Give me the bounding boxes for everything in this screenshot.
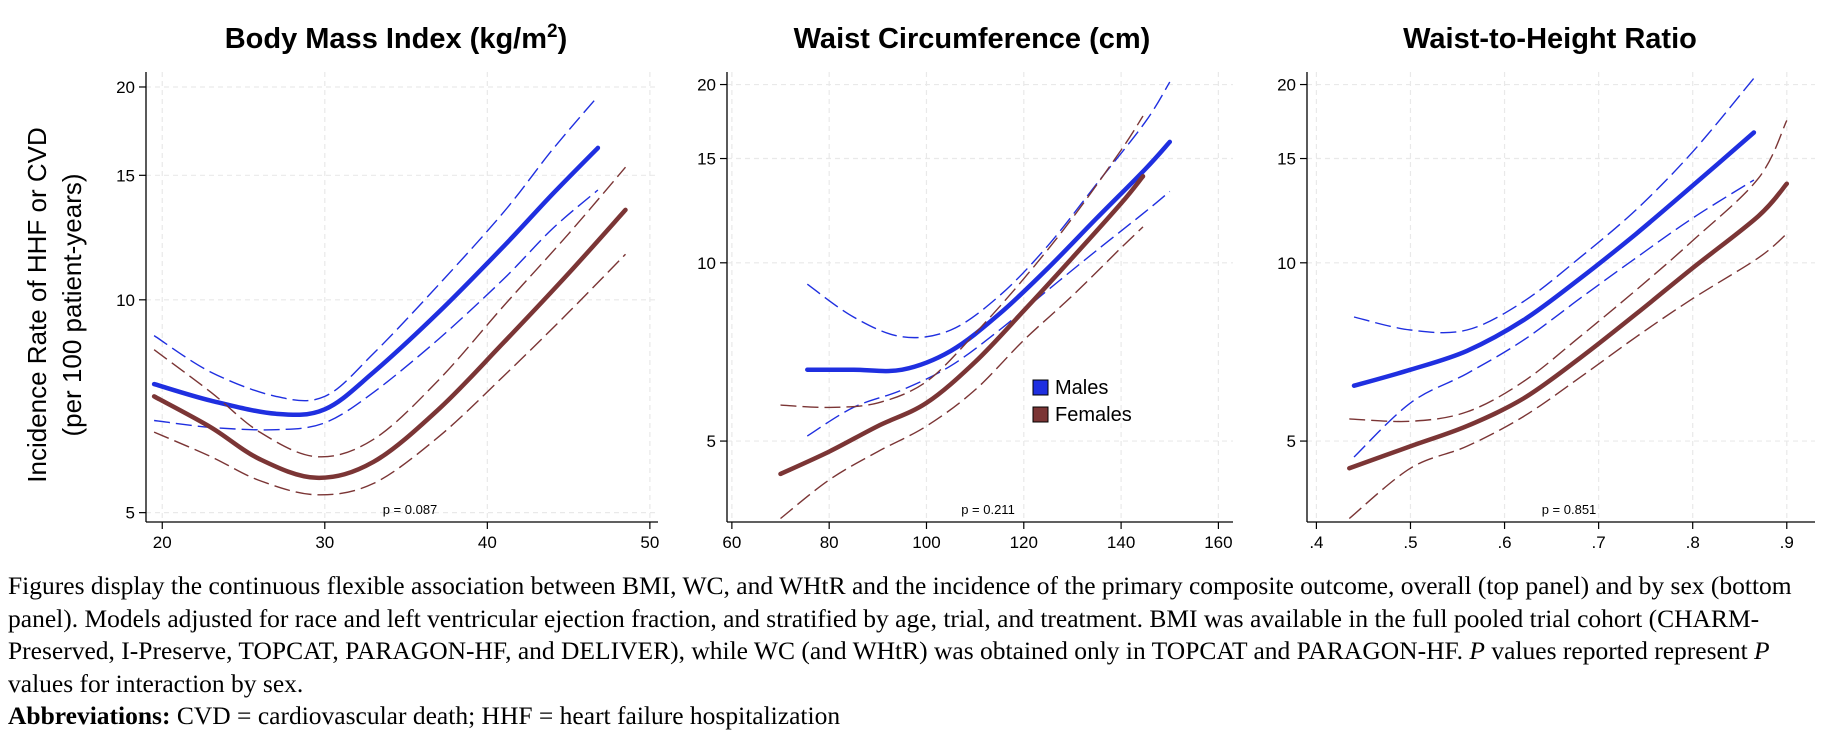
- males-lower-ci-line: [154, 189, 599, 431]
- females-lower-ci-line: [780, 226, 1144, 520]
- x-tick-label: 40: [478, 533, 497, 552]
- x-tick-label: 30: [315, 533, 334, 552]
- y-axis-label: Incidence Rate of HHF or CVD (per 100 pa…: [22, 127, 87, 482]
- figure: Incidence Rate of HHF or CVD (per 100 pa…: [22, 21, 1815, 552]
- p-value: p = 0.211: [961, 502, 1015, 517]
- x-tick-label: .6: [1497, 533, 1511, 552]
- caption-p-italic-2: P: [1754, 636, 1770, 665]
- p-value: p = 0.087: [383, 502, 438, 517]
- abbreviations-text: CVD = cardiovascular death; HHF = heart …: [170, 701, 841, 730]
- y-tick-label: 20: [1277, 76, 1296, 95]
- y-tick-label: 5: [1287, 432, 1296, 451]
- chart-title: Waist Circumference (cm): [794, 23, 1151, 55]
- y-tick-label: 10: [116, 291, 135, 310]
- females-lower-ci-line: [1348, 233, 1788, 520]
- x-tick-label: 20: [153, 533, 172, 552]
- males-lower-ci-line: [806, 190, 1171, 437]
- x-tick-label: 50: [640, 533, 659, 552]
- females-upper-ci-line: [1349, 120, 1788, 423]
- x-tick-label: 100: [912, 533, 940, 552]
- legend-label-males: Males: [1055, 377, 1108, 399]
- panel-waist-circumference: Waist Circumference (cm) 5 10 15 20 60 80 100 12…: [697, 23, 1233, 552]
- x-tick-label: 160: [1204, 533, 1232, 552]
- males-estimate-line: [1351, 130, 1757, 388]
- x-tick-label: 80: [820, 533, 839, 552]
- legend-label-females: Females: [1055, 404, 1132, 426]
- females-upper-ci-line: [780, 115, 1144, 409]
- females-lower-ci-line: [153, 253, 627, 496]
- caption-body-text: Figures display the continuous flexible …: [8, 571, 1792, 665]
- legend: Males Females: [1032, 377, 1132, 426]
- x-tick-label: 120: [1010, 533, 1038, 552]
- females-estimate-line: [778, 174, 1146, 477]
- x-tick-label: 140: [1107, 533, 1135, 552]
- chart-title-end: ): [558, 23, 568, 55]
- y-tick-label: 20: [116, 78, 135, 97]
- males-estimate-line: [151, 145, 601, 418]
- y-tick-label: 5: [707, 432, 716, 451]
- y-tick-label: 15: [1277, 150, 1296, 169]
- x-tick-label: .8: [1686, 533, 1700, 552]
- chart-title-main: Body Mass Index (kg/m: [225, 23, 547, 55]
- legend-swatch-males: [1032, 379, 1049, 396]
- caption-body: Figures display the continuous flexible …: [8, 570, 1836, 700]
- figure-caption: Figures display the continuous flexible …: [8, 570, 1836, 733]
- males-upper-ci-line: [806, 81, 1171, 339]
- females-estimate-line: [1347, 181, 1790, 471]
- caption-p-text-2: values for interaction by sex.: [8, 668, 304, 698]
- p-value: p = 0.851: [1542, 502, 1597, 517]
- abbreviations-label: Abbreviations:: [8, 701, 171, 730]
- legend-swatch-females: [1032, 406, 1049, 423]
- males-lower-ci-line: [1353, 179, 1755, 458]
- chart-title: Waist-to-Height Ratio: [1403, 23, 1697, 55]
- caption-p-italic: P: [1469, 636, 1485, 665]
- y-tick-label: 15: [116, 166, 135, 185]
- x-tick-label: .4: [1309, 533, 1323, 552]
- y-tick-label: 5: [126, 504, 135, 523]
- chart-title-superscript: 2: [547, 21, 558, 42]
- panel-bmi: Body Mass Index (kg/m2) 5 10 15 20 20 30 40 50 p …: [116, 21, 659, 552]
- females-upper-ci-line: [153, 166, 627, 458]
- panel-waist-to-height-ratio: Waist-to-Height Ratio 5 10 15 20 .4 .5 .6 .7 .8 .9…: [1277, 23, 1815, 552]
- males-upper-ci-line: [1353, 77, 1755, 334]
- males-estimate-line: [805, 139, 1173, 374]
- caption-p-text: values reported represent: [1484, 636, 1755, 665]
- males-upper-ci-line: [153, 95, 599, 402]
- y-tick-label: 10: [697, 254, 716, 273]
- chart-title: Body Mass Index (kg/m2): [225, 21, 568, 55]
- y-tick-label: 15: [697, 150, 716, 169]
- caption-abbreviations: Abbreviations: CVD = cardiovascular deat…: [8, 700, 1836, 733]
- x-tick-label: 60: [722, 533, 741, 552]
- y-tick-label: 20: [697, 76, 716, 95]
- x-tick-label: .7: [1592, 533, 1606, 552]
- y-axis-label-line2: (per 100 patient-years): [57, 173, 87, 436]
- y-axis-label-line1: Incidence Rate of HHF or CVD: [22, 127, 52, 482]
- females-estimate-line: [151, 207, 628, 481]
- x-tick-label: .5: [1403, 533, 1417, 552]
- y-tick-label: 10: [1277, 254, 1296, 273]
- x-tick-label: .9: [1780, 533, 1794, 552]
